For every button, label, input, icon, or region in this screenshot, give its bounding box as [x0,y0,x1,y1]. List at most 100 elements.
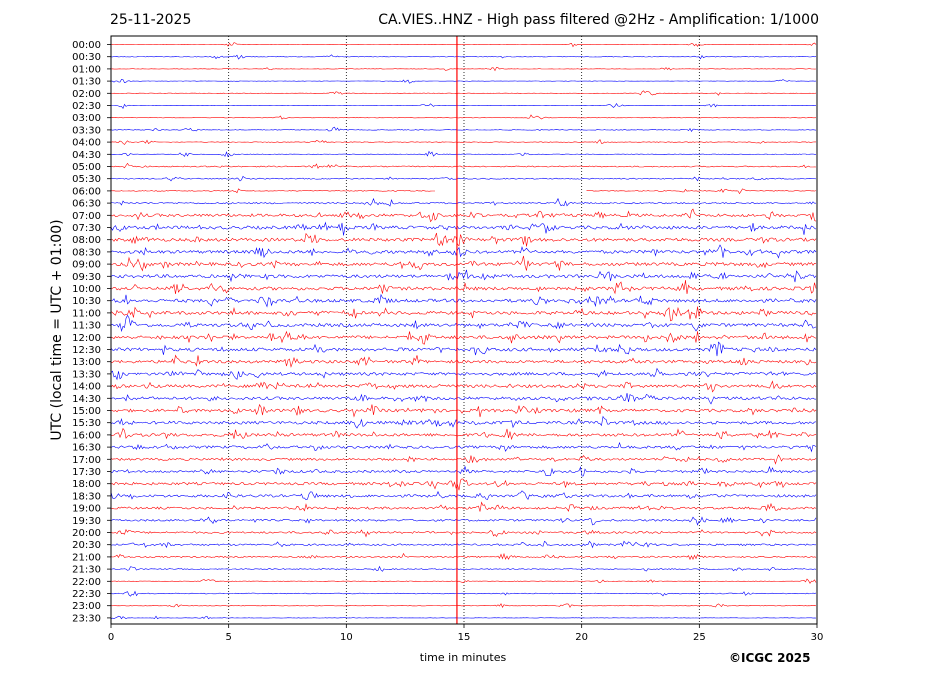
trace-1630 [110,441,817,453]
row-label-1330: 13:30 [72,369,101,380]
trace-1200 [110,330,817,345]
plot-title: CA.VIES..HNZ - High pass filtered @2Hz -… [378,12,819,28]
row-label-0000: 00:00 [72,40,101,51]
row-label-0400: 04:00 [72,138,101,149]
row-label-0230: 02:30 [72,101,101,112]
row-label-1930: 19:30 [72,516,101,527]
row-label-0030: 00:30 [72,52,101,63]
row-label-1430: 14:30 [72,394,101,405]
trace-0100 [110,66,817,72]
trace-1300 [110,354,817,368]
trace-0130 [110,78,817,84]
trace-0530 [110,175,817,182]
row-label-0300: 03:00 [72,113,101,124]
row-label-0700: 07:00 [72,211,101,222]
trace-0330 [110,126,817,132]
row-label-2300: 23:00 [72,601,101,612]
row-label-0630: 06:30 [72,199,101,210]
trace-0900 [110,255,816,272]
trace-1330 [110,367,817,381]
row-label-2130: 21:30 [72,565,101,576]
trace-1530 [110,415,817,429]
row-label-0330: 03:30 [72,125,101,136]
row-label-1530: 15:30 [72,418,101,429]
row-label-0830: 08:30 [72,247,101,258]
row-label-1300: 13:00 [72,357,101,368]
trace-2230 [110,590,817,597]
row-label-2030: 20:30 [72,540,101,551]
trace-0500 [110,162,817,169]
trace-1800 [110,478,817,491]
trace-0800 [110,232,817,247]
trace-0600 [110,188,817,195]
trace-0030 [110,54,817,60]
trace-2200 [110,578,817,584]
trace-2030 [110,540,816,549]
row-label-2000: 20:00 [72,528,101,539]
trace-2330 [110,615,817,620]
row-label-0430: 04:30 [72,150,101,161]
x-tick-label-0: 0 [108,632,114,643]
trace-1400 [110,380,817,393]
trace-1900 [110,501,817,512]
trace-1230 [110,341,817,357]
plot-date: 25-11-2025 [110,12,192,28]
trace-0630 [110,197,816,207]
trace-0430 [111,150,816,158]
row-label-2330: 23:30 [72,613,101,624]
x-tick-label-3: 15 [458,632,471,643]
trace-1930 [110,516,817,526]
trace-0300 [110,114,817,120]
x-tick-label-4: 20 [575,632,588,643]
row-label-2230: 22:30 [72,589,101,600]
trace-2100 [110,552,817,561]
row-label-1700: 17:00 [72,455,101,466]
row-label-0500: 05:00 [72,162,101,173]
trace-0700 [110,208,817,223]
row-label-0930: 09:30 [72,272,101,283]
row-label-1900: 19:00 [72,504,101,515]
x-tick-label-6: 30 [811,632,824,643]
row-label-0200: 02:00 [72,89,101,100]
trace-1430 [110,392,817,405]
trace-0930 [110,269,817,283]
trace-0230 [110,103,816,110]
row-label-1200: 12:00 [72,333,101,344]
x-tick-label-2: 10 [340,632,353,643]
trace-1030 [110,293,817,308]
row-label-1630: 16:30 [72,443,101,454]
row-label-2100: 21:00 [72,552,101,563]
row-label-0730: 07:30 [72,223,101,234]
trace-1700 [110,454,817,465]
row-label-1600: 16:00 [72,430,101,441]
row-label-1230: 12:30 [72,345,101,356]
row-label-1030: 10:30 [72,296,101,307]
row-label-0600: 06:00 [72,186,101,197]
row-label-1000: 10:00 [72,284,101,295]
x-tick-label-1: 5 [225,632,231,643]
y-axis-label: UTC (local time = UTC + 01:00) [49,219,65,441]
trace-2300 [110,603,817,608]
trace-1130 [110,314,817,333]
x-tick-label-5: 25 [693,632,706,643]
row-label-1400: 14:00 [72,382,101,393]
row-label-1730: 17:30 [72,467,101,478]
row-label-1800: 18:00 [72,479,101,490]
trace-1000 [110,280,817,295]
trace-0200 [110,90,817,96]
row-label-0130: 01:30 [72,77,101,88]
row-label-1830: 18:30 [72,491,101,502]
row-label-2200: 22:00 [72,577,101,588]
x-axis-label: time in minutes [419,651,507,664]
trace-1500 [110,403,817,418]
trace-0400 [110,139,816,145]
row-label-1500: 15:00 [72,406,101,417]
row-label-0800: 08:00 [72,235,101,246]
trace-0830 [110,244,817,259]
row-label-0900: 09:00 [72,260,101,271]
row-label-1100: 11:00 [72,308,101,319]
row-label-1130: 11:30 [72,321,101,332]
trace-0000 [110,42,817,48]
row-label-0100: 01:00 [72,64,101,75]
